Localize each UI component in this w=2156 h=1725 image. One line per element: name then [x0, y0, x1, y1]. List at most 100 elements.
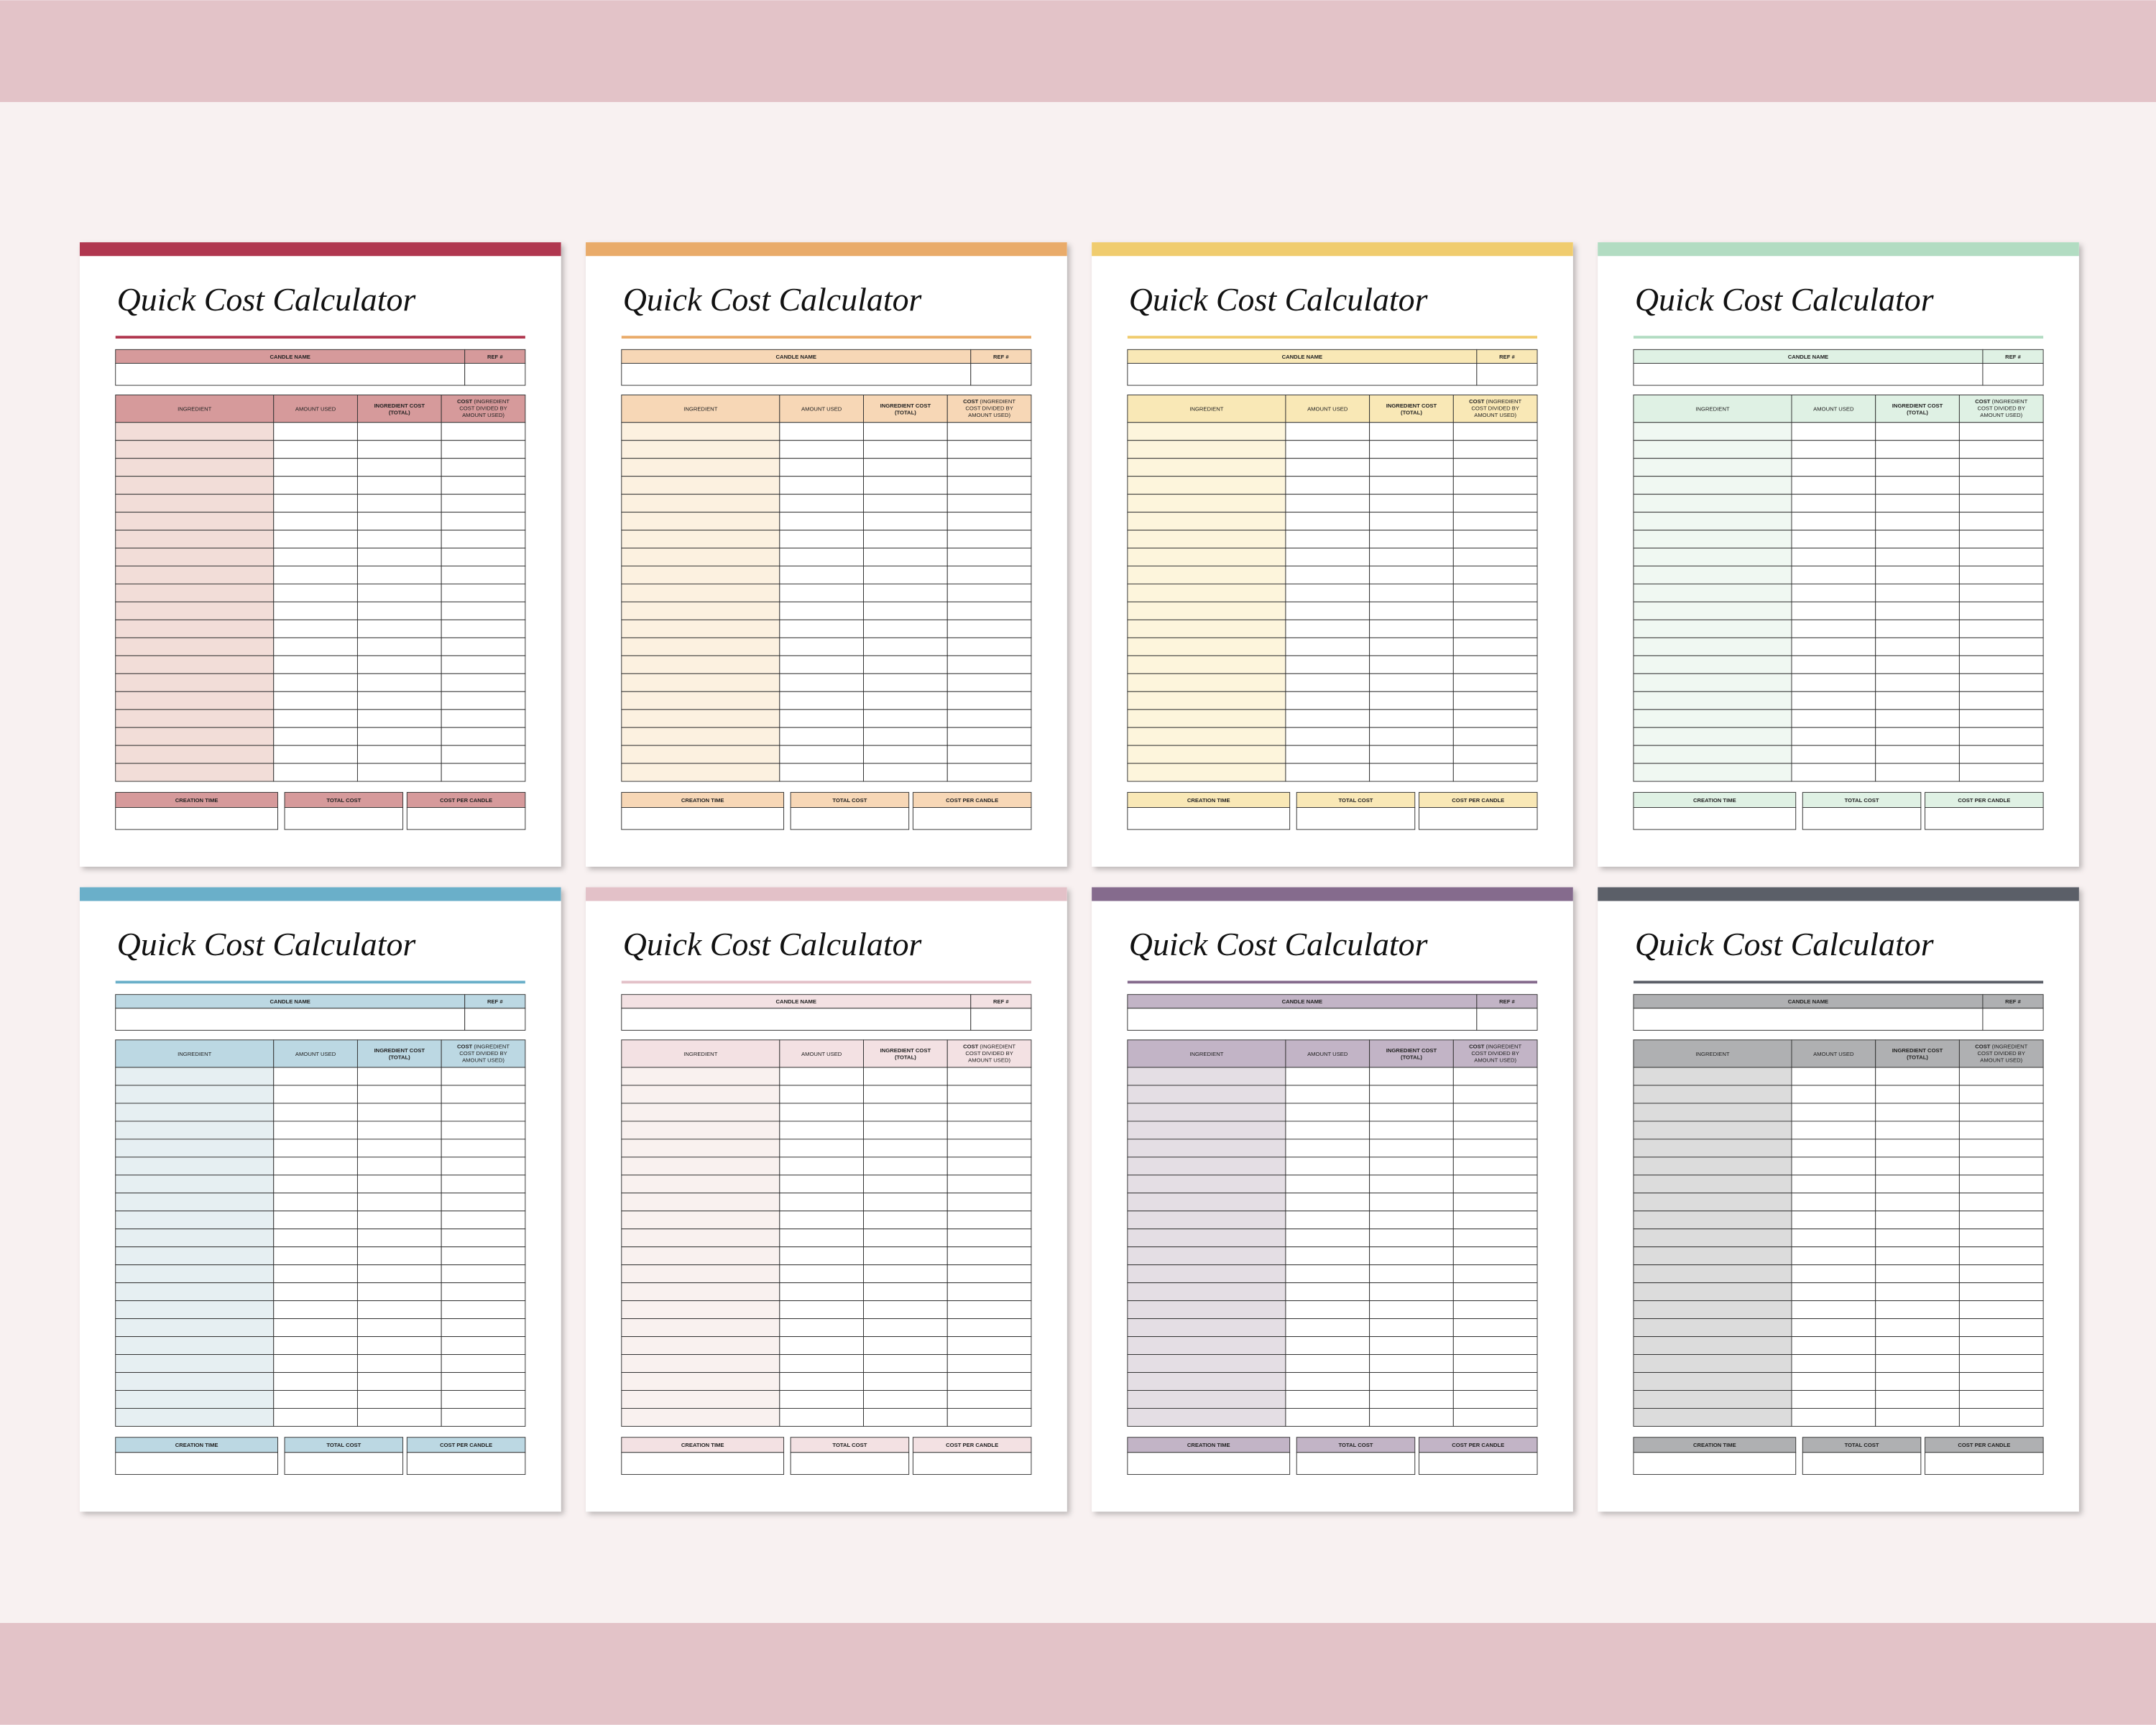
footer-input-cell: [790, 806, 910, 830]
table-cell: [1369, 1210, 1454, 1230]
table-cell: [441, 691, 526, 710]
table-cell: [1875, 494, 1960, 513]
table-cell: [621, 1156, 780, 1176]
table-cell: [621, 691, 780, 710]
table-cell: [946, 1407, 1032, 1427]
table-cell: [946, 1156, 1032, 1176]
table-cell: [115, 673, 275, 692]
table-cell: [1452, 1067, 1538, 1086]
footer-label: COST PER CANDLE: [1958, 1442, 2010, 1448]
column-label: COST (INGREDIENT: [963, 1043, 1015, 1049]
table-cell: [1285, 1156, 1370, 1176]
table-cell: [621, 476, 780, 495]
table-cell: [946, 1264, 1032, 1284]
table-cell: [946, 548, 1032, 566]
table-cell: [1875, 673, 1960, 692]
footer-input-cell: [284, 806, 404, 830]
table-header-cell: [356, 395, 442, 423]
table-cell: [779, 583, 865, 602]
table-cell: [621, 1138, 780, 1158]
column-label-note: (INGREDIENT: [1992, 1043, 2028, 1049]
table-cell: [779, 548, 865, 566]
table-cell: [1127, 1138, 1286, 1158]
table-cell: [1127, 1264, 1286, 1284]
table-cell: [1791, 1318, 1876, 1338]
table-cell: [779, 494, 865, 513]
column-label-bold: COST: [963, 398, 979, 405]
footer-input-cell: [1802, 806, 1922, 830]
top-band: [0, 0, 2156, 102]
table-cell: [1452, 566, 1538, 584]
table-cell: [1791, 1192, 1876, 1212]
table-cell: [115, 1138, 275, 1158]
table-cell: [1958, 673, 2044, 692]
table-cell: [1875, 1210, 1960, 1230]
table-cell: [356, 745, 442, 764]
footer-input-cell: [406, 1452, 526, 1475]
table-cell: [946, 763, 1032, 782]
table-cell: [1875, 601, 1960, 620]
table-cell: [1285, 1264, 1370, 1284]
table-cell: [115, 1336, 275, 1356]
table-cell: [863, 691, 948, 710]
footer-input-cell: [1633, 1452, 1797, 1475]
table-cell: [1452, 709, 1538, 728]
table-cell: [863, 1067, 948, 1086]
table-cell: [1452, 1354, 1538, 1374]
table-cell: [273, 548, 358, 566]
header-label: REF #: [2005, 354, 2021, 360]
table-cell: [356, 1121, 442, 1140]
table-cell: [273, 458, 358, 477]
table-cell: [1452, 512, 1538, 531]
header-label: CANDLE NAME: [270, 354, 310, 360]
table-cell: [946, 1103, 1032, 1122]
table-cell: [1633, 1372, 1792, 1391]
table-cell: [356, 601, 442, 620]
footer-label: CREATION TIME: [175, 1442, 218, 1448]
table-cell: [779, 1156, 865, 1176]
table-header-cell: [1452, 395, 1538, 423]
table-cell: [1633, 1192, 1792, 1212]
table-cell: [273, 1174, 358, 1194]
table-cell: [1285, 745, 1370, 764]
sheet-bar: [79, 887, 561, 901]
table-cell: [441, 1103, 526, 1122]
table-cell: [1791, 1085, 1876, 1104]
table-cell: [1875, 745, 1960, 764]
table-cell: [1791, 709, 1876, 728]
sheet: Quick Cost Calculator CANDLE NAME REF # ING…: [1092, 242, 1573, 867]
table-cell: [1452, 1138, 1538, 1158]
table-cell: [1875, 476, 1960, 495]
table-cell: [863, 1318, 948, 1338]
table-cell: [1633, 727, 1792, 746]
input-cell: [1127, 363, 1478, 386]
table-cell: [115, 1192, 275, 1212]
table-cell: [115, 494, 275, 513]
table-cell: [1791, 458, 1876, 477]
table-cell: [1369, 476, 1454, 495]
table-cell: [1958, 1192, 2044, 1212]
table-cell: [356, 494, 442, 513]
table-cell: [1369, 548, 1454, 566]
table-cell: [1958, 1228, 2044, 1248]
table-cell: [1958, 1282, 2044, 1302]
table-cell: [1958, 530, 2044, 549]
table-cell: [115, 1174, 275, 1194]
table-cell: [1452, 745, 1538, 764]
column-label: AMOUNT USED: [295, 1051, 336, 1057]
table-cell: [273, 583, 358, 602]
table-cell: [1285, 655, 1370, 674]
table-cell: [1369, 1103, 1454, 1122]
table-cell: [356, 1372, 442, 1391]
table-cell: [115, 548, 275, 566]
table-cell: [1958, 1138, 2044, 1158]
table-cell: [1791, 1121, 1876, 1140]
table-cell: [1875, 1192, 1960, 1212]
table-cell: [1452, 440, 1538, 459]
table-cell: [863, 566, 948, 584]
table-cell: [1958, 655, 2044, 674]
table-cell: [1791, 1282, 1876, 1302]
table-cell: [621, 548, 780, 566]
column-label: AMOUNT USED): [1980, 1057, 2022, 1064]
table-cell: [621, 1372, 780, 1391]
